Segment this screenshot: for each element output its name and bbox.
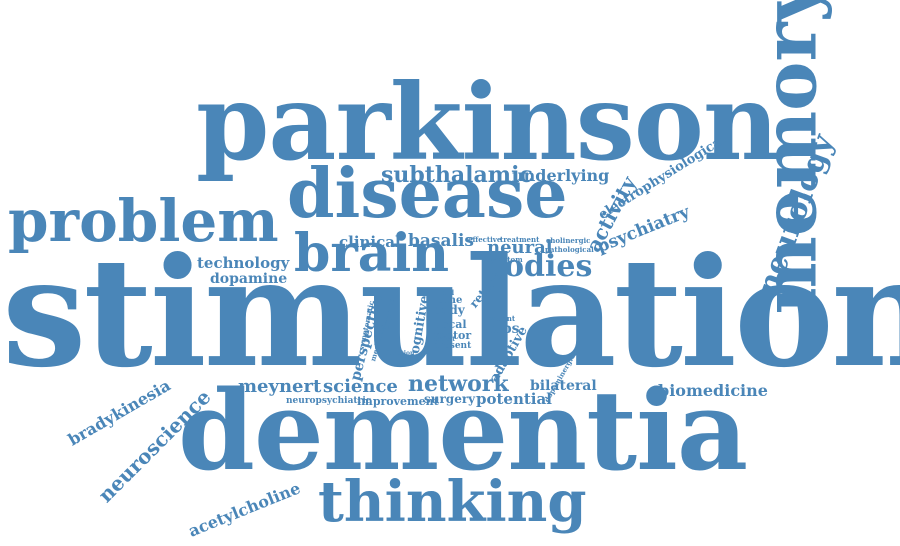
word-underlying: underlying — [512, 166, 610, 185]
word-adbs: adbs — [483, 321, 520, 337]
word-deficit: deficit — [434, 336, 456, 343]
word-motor: motor — [434, 329, 472, 342]
word-thinking: thinking — [318, 469, 587, 535]
word-meynert: meynert — [238, 376, 322, 397]
word-parkinson: parkinson — [196, 60, 779, 184]
word-network: network — [408, 371, 509, 397]
word-symptom: symptom — [487, 255, 523, 264]
word-local: local — [437, 318, 467, 331]
word-problem: problem — [8, 187, 279, 255]
word-time: time — [437, 295, 463, 306]
word-dementia: dementia — [178, 366, 748, 495]
word-patient: patient — [487, 314, 516, 323]
word-disease: disease — [287, 154, 568, 234]
word-surgery: surgery — [424, 392, 476, 406]
word-effective: effective — [468, 235, 502, 244]
word-biomedicine: biomedicine — [658, 381, 768, 400]
word-clinical: clinical — [339, 233, 401, 251]
word-present: present — [433, 341, 472, 351]
word-neural: neural — [487, 237, 553, 258]
word-bilateral: bilateral — [530, 378, 597, 394]
word-neuropsychiatric: neuropsychiatric — [286, 396, 372, 406]
word-basalis: basalis — [408, 231, 474, 251]
word-science: science — [323, 376, 398, 397]
word-improvement: improvement — [357, 395, 439, 408]
word-stimulation: stimulation — [2, 225, 900, 401]
word-body: body — [433, 303, 465, 317]
word-treatment: treatment — [500, 235, 540, 244]
word-pathological: pathological — [545, 245, 594, 254]
word-technology: technology — [197, 254, 290, 272]
word-dopamine: dopamine — [210, 271, 288, 287]
word-brain: brain — [294, 223, 450, 284]
word-function: function — [386, 350, 415, 357]
word-subthalamic: subthalamic — [381, 162, 533, 188]
word-cholinergic: cholinergic — [546, 236, 591, 245]
word-bodies: bodies — [483, 249, 593, 284]
word-field: field — [437, 288, 455, 297]
word-potential: potential — [476, 390, 552, 408]
